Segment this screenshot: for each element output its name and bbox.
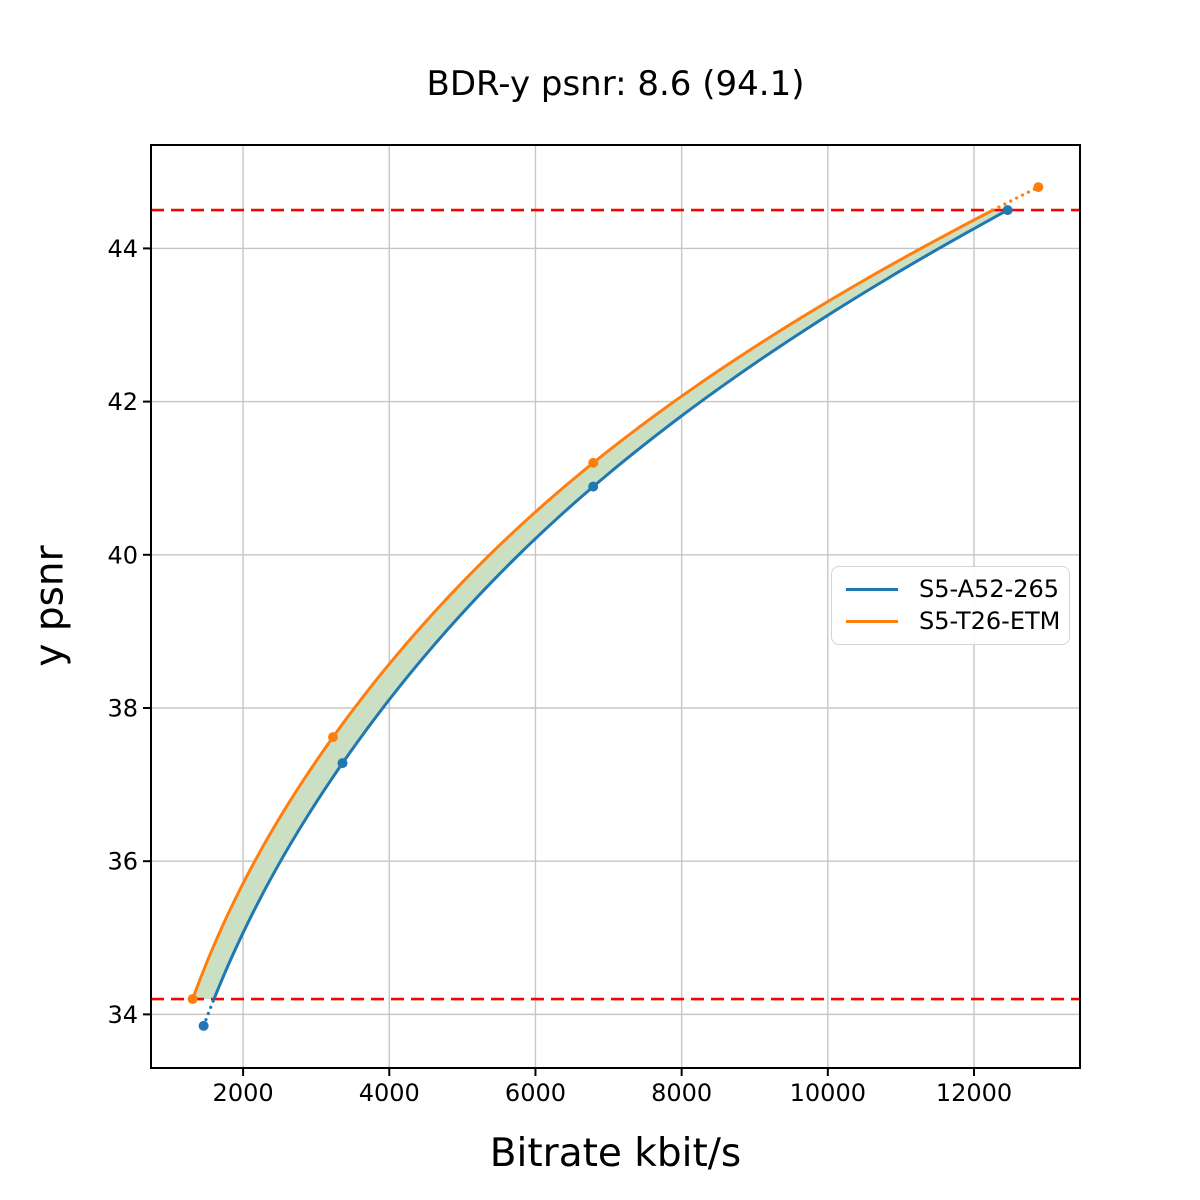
chart-title: BDR-y psnr: 8.6 (94.1): [426, 64, 805, 104]
legend-label: S5-A52-265: [919, 575, 1060, 604]
x-tick-label: 2000: [213, 1079, 274, 1107]
x-tick-label: 12000: [936, 1079, 1012, 1107]
curve-s5-a52-265: [212, 208, 1009, 1000]
y-tick-label: 40: [107, 541, 138, 569]
legend-label: S5-T26-ETM: [919, 607, 1061, 636]
data-point-s5-t26-etm: [1033, 182, 1044, 193]
y-axis-label: y psnr: [27, 545, 73, 667]
x-tick-label: 10000: [790, 1079, 866, 1107]
data-point-s5-a52-265: [337, 758, 348, 769]
legend-line-sample-blue: [846, 587, 898, 592]
y-tick-label: 38: [107, 694, 138, 722]
curve-s5-t26-etm: [191, 208, 994, 1000]
curve-blue-dotted-tail: [202, 997, 216, 1028]
y-tick-label: 42: [107, 388, 138, 416]
legend-entry-s5-t26-etm: S5-T26-ETM: [846, 608, 1060, 635]
data-point-s5-t26-etm: [588, 457, 599, 468]
legend-entry-s5-a52-265: S5-A52-265: [846, 576, 1059, 603]
data-point-s5-a52-265: [1002, 205, 1013, 216]
y-tick-label: 34: [107, 1001, 138, 1029]
legend-line-sample-orange: [846, 619, 898, 624]
x-tick-label: 8000: [651, 1079, 712, 1107]
x-tick-label: 4000: [359, 1079, 420, 1107]
data-point-s5-t26-etm: [187, 994, 198, 1005]
data-point-s5-a52-265: [588, 481, 599, 492]
data-point-s5-t26-etm: [327, 732, 338, 743]
x-axis-label: Bitrate kbit/s: [489, 1131, 742, 1176]
curve-orange-dotted-tail: [991, 185, 1040, 212]
x-tick-label: 6000: [505, 1079, 566, 1107]
y-tick-label: 44: [107, 235, 138, 263]
y-tick-label: 36: [107, 848, 138, 876]
legend: S5-A52-265 S5-T26-ETM: [831, 566, 1070, 645]
axes-frame: [150, 144, 1081, 1069]
data-point-s5-a52-265: [198, 1020, 209, 1031]
